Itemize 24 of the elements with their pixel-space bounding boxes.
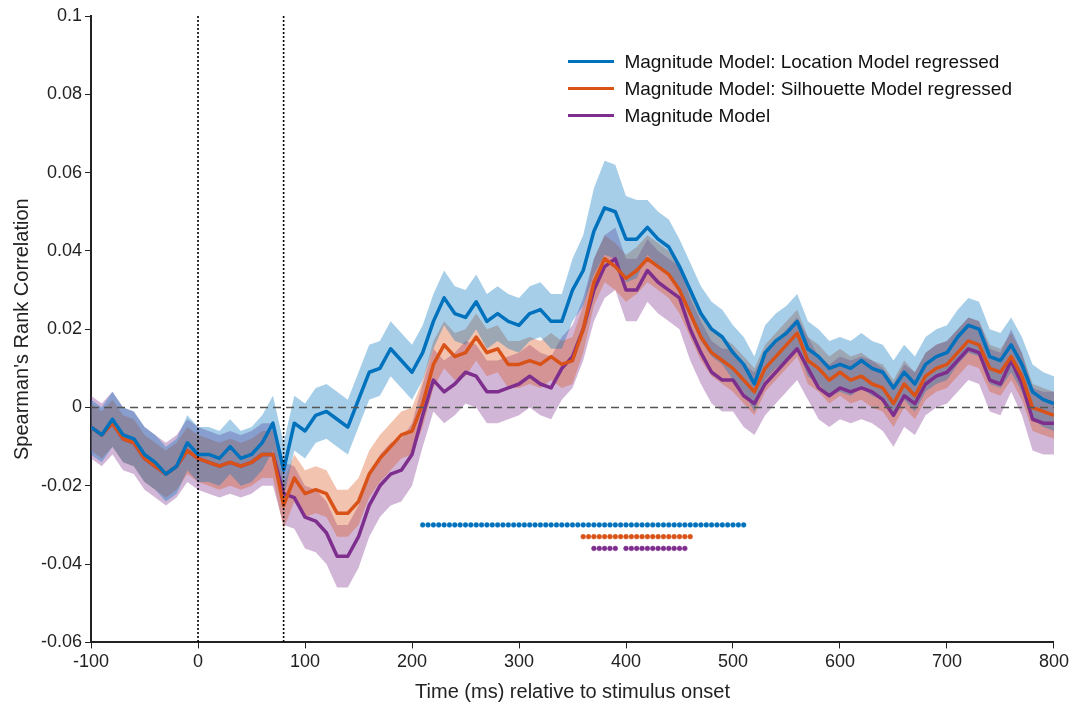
- y-tick-label: 0.1: [57, 4, 83, 25]
- x-tick-label: 700: [931, 651, 963, 672]
- y-tick-label: -0.02: [41, 474, 83, 495]
- x-tick-label: 500: [717, 651, 749, 672]
- x-tick-label: 400: [610, 651, 642, 672]
- x-tick-label: 100: [289, 651, 321, 672]
- legend-label: Magnitude Model: Silhouette Model regressed: [624, 77, 1012, 101]
- y-tick-label: 0.06: [46, 161, 83, 182]
- x-axis-title: Time (ms) relative to stimulus onset: [415, 679, 731, 702]
- y-tick-label: -0.06: [41, 631, 83, 652]
- legend-label: Magnitude Model: Location Model regressed: [624, 50, 1000, 74]
- x-tick-label: 300: [503, 651, 535, 672]
- y-tick-label: -0.04: [41, 553, 83, 574]
- y-tick-label: 0.04: [46, 239, 83, 260]
- x-tick-label: -100: [73, 651, 110, 672]
- legend-label: Magnitude Model: [624, 104, 771, 128]
- x-tick-label: 0: [193, 651, 204, 672]
- y-tick-label: 0.02: [46, 318, 83, 339]
- y-axis-title: Spearman's Rank Correlation: [9, 198, 32, 461]
- x-tick-label: 600: [824, 651, 856, 672]
- y-tick-label: 0.08: [46, 83, 83, 104]
- x-tick-label: 800: [1038, 651, 1070, 672]
- y-tick-label: 0: [72, 396, 83, 417]
- x-tick-label: 200: [396, 651, 428, 672]
